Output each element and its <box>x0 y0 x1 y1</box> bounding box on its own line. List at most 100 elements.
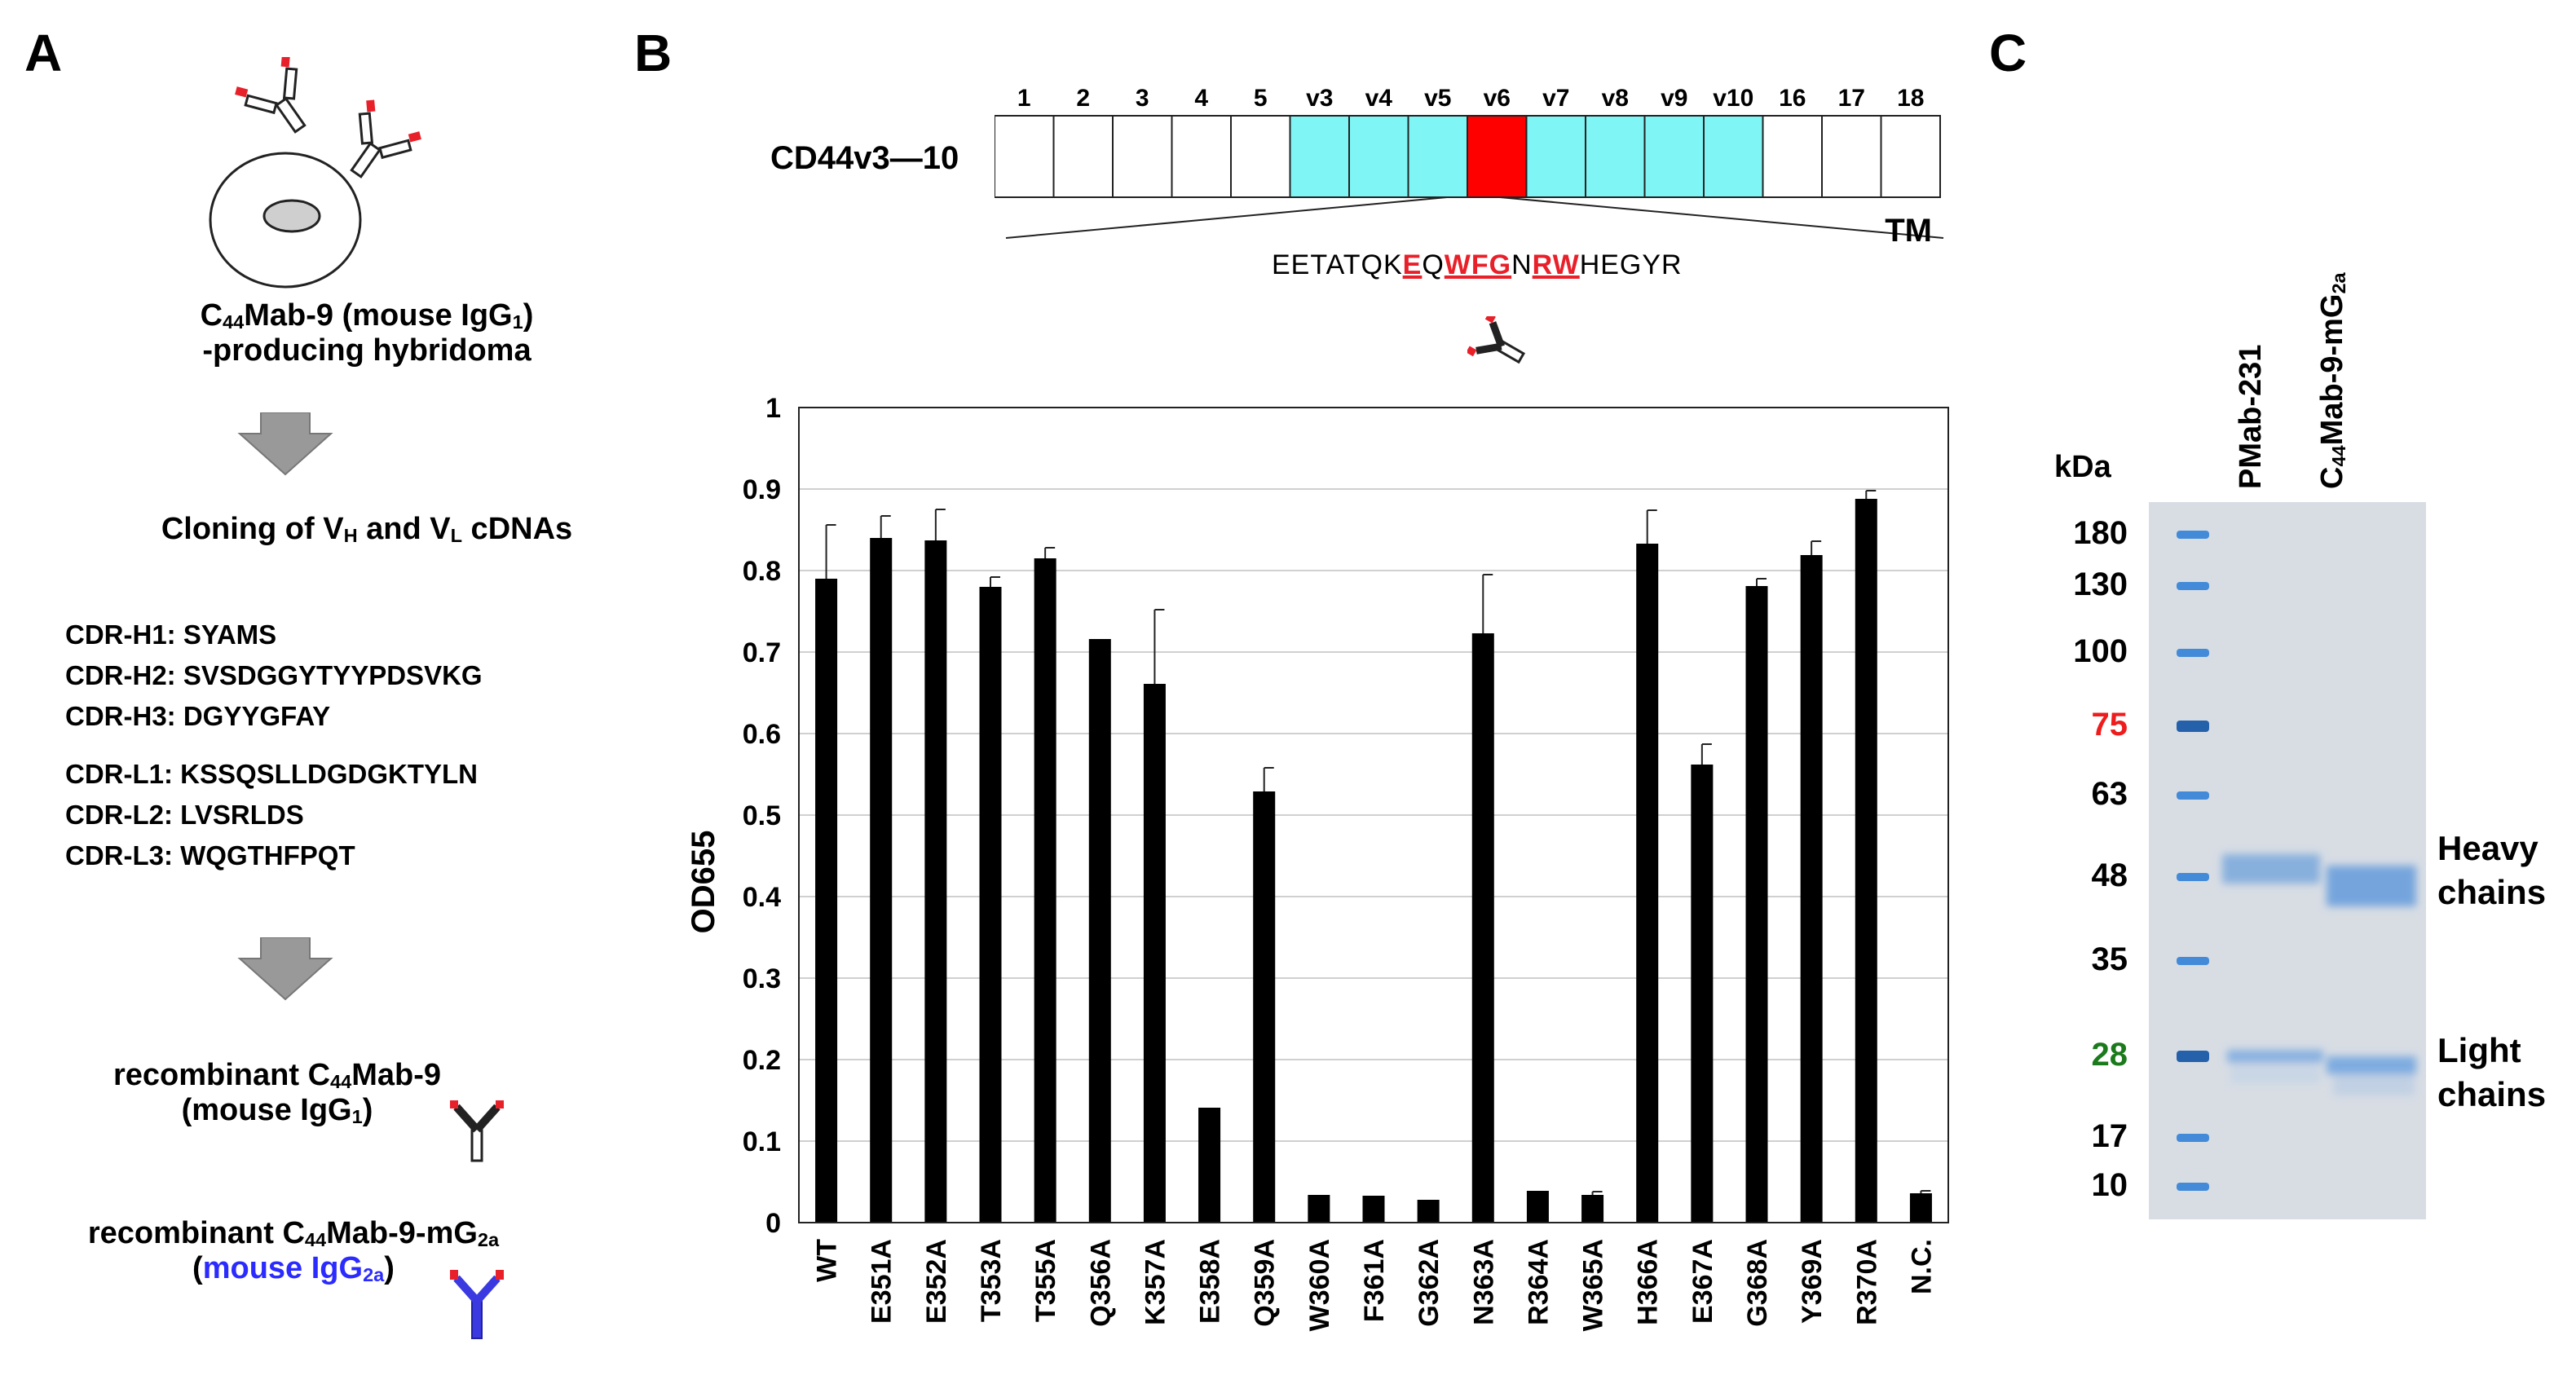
bar-WT <box>815 579 838 1223</box>
x-tick-label: Q359A <box>1250 1239 1281 1327</box>
exon-4-label: 4 <box>1194 85 1208 112</box>
down-arrow-icon <box>237 937 333 1001</box>
antibody-icon <box>350 99 421 179</box>
y-tick-label: 0 <box>765 1208 781 1239</box>
bar-E351A <box>870 538 893 1223</box>
x-tick-label: R370A <box>1851 1239 1882 1325</box>
lane-label-pmab231: PMab-231 <box>2234 344 2268 489</box>
cdr-h3: CDR-H3: DGYYGFAY <box>65 701 331 731</box>
cdr-l1: CDR-L1: KSSQSLLDGDGKTYLN <box>65 759 478 789</box>
exon-2-label: 2 <box>1076 85 1090 112</box>
ladder-band-130 <box>2177 582 2209 590</box>
sds-page-gel <box>2149 502 2426 1219</box>
y-tick-label: 0.3 <box>743 963 781 994</box>
construct-label: CD44v3—10 <box>770 140 959 176</box>
exon-v10-box <box>1703 115 1764 198</box>
bar-G368A <box>1745 586 1768 1223</box>
exon-v8-label: v8 <box>1602 85 1629 112</box>
x-tick-label: R364A <box>1523 1239 1554 1325</box>
down-arrow-icon <box>237 412 333 476</box>
exon-v9-box <box>1643 115 1705 198</box>
panel-b-letter: B <box>634 24 673 82</box>
bar-Y369A <box>1800 555 1823 1223</box>
x-tick-label: E351A <box>867 1239 898 1324</box>
exon-v8-box <box>1585 115 1646 198</box>
ladder-band-63 <box>2177 791 2209 800</box>
antibody-icon <box>1467 316 1526 364</box>
x-tick-label: N.C. <box>1906 1239 1937 1294</box>
c44mab9-mg2a-lane <box>2327 866 2416 1095</box>
exon-17-box <box>1821 115 1882 198</box>
antibody-igg1-icon <box>450 1100 504 1162</box>
y-tick-label: 0.9 <box>743 474 781 505</box>
bar-W365A <box>1581 1195 1604 1223</box>
ladder-band-75 <box>2177 721 2209 732</box>
light-chains-label: Light chains <box>2437 1031 2547 1113</box>
exon-v3-box <box>1289 115 1350 198</box>
exon-v3-label: v3 <box>1306 85 1333 112</box>
exon-v4-label: v4 <box>1365 85 1393 112</box>
bar-W360A <box>1308 1195 1330 1223</box>
exon-v7-label: v7 <box>1542 85 1569 112</box>
antibody-icon <box>235 57 307 134</box>
bar-G362A <box>1417 1200 1440 1223</box>
exon-3-label: 3 <box>1136 85 1149 112</box>
exon-17-label: 17 <box>1838 85 1865 112</box>
x-tick-label: K357A <box>1140 1239 1171 1325</box>
marker-label-48: 48 <box>2091 857 2128 893</box>
exon-v7-box <box>1525 115 1586 198</box>
y-tick-label: 0.6 <box>743 719 781 750</box>
cd44-exon-map: 1 2 3 4 5 v3 v4 v5 v6 v7 v8 v9 v10 16 17 18 TM <box>995 85 1944 249</box>
x-tick-label: F361A <box>1359 1239 1390 1322</box>
v6-epitope-sequence: EETATQKEQWFGNRWHEGYR <box>1272 249 1683 280</box>
cdr-l3: CDR-L3: WQGTHFPQT <box>65 840 355 871</box>
exon-v6-box <box>1467 115 1528 198</box>
exon-5-label: 5 <box>1254 85 1268 112</box>
antibody-igg2a-icon <box>450 1270 504 1339</box>
exon-4-box <box>1171 115 1232 198</box>
exon-v5-box <box>1407 115 1468 198</box>
lane-label-c44mab9-mg2a: C44Mab-9-mG2a <box>2315 272 2350 489</box>
x-tick-label: E367A <box>1687 1239 1718 1324</box>
ladder-band-48 <box>2177 873 2209 881</box>
exon-18-label: 18 <box>1897 85 1924 112</box>
bar-F361A <box>1362 1196 1385 1223</box>
recombinant-igg2a-label: recombinant C44Mab-9-mG2a (mouse IgG2a) <box>87 1216 500 1286</box>
marker-label-28: 28 <box>2091 1037 2128 1073</box>
marker-label-130: 130 <box>2073 566 2128 602</box>
hybridoma-illustration <box>209 57 421 289</box>
bar-R370A <box>1855 499 1877 1223</box>
panel-c-letter: C <box>1989 24 2027 82</box>
bar-K357A <box>1143 684 1166 1223</box>
exon-18-box <box>1880 115 1941 198</box>
hybridoma-label: C44Mab-9 (mouse IgG1) -producing hybrido… <box>200 298 534 368</box>
x-tick-label: Y369A <box>1797 1239 1828 1324</box>
v6-callout-left-line <box>1005 196 1448 239</box>
exon-3-box <box>1112 115 1173 198</box>
hybridoma-cell-icon <box>209 152 362 289</box>
marker-label-10: 10 <box>2091 1167 2128 1203</box>
y-tick-label: 0.5 <box>743 800 781 831</box>
x-tick-label: E352A <box>921 1239 952 1324</box>
bar-Q359A <box>1253 791 1276 1223</box>
cdr-light-list: CDR-L1: KSSQSLLDGDGKTYLN CDR-L2: LVSRLDS… <box>65 754 478 876</box>
cdr-l2: CDR-L2: LVSRLDS <box>65 800 304 830</box>
bar-E352A <box>924 540 947 1223</box>
x-tick-label: Q356A <box>1085 1239 1116 1327</box>
x-tick-label: WT <box>812 1239 843 1282</box>
ladder-band-180 <box>2177 531 2209 539</box>
exon-16-box <box>1762 115 1823 198</box>
plot-frame <box>798 407 1949 1223</box>
cdr-h1: CDR-H1: SYAMS <box>65 619 277 650</box>
bar-N.C. <box>1909 1193 1932 1223</box>
marker-label-100: 100 <box>2073 633 2128 669</box>
y-tick-label: 0.7 <box>743 637 781 668</box>
cloning-label: Cloning of VH and VL cDNAs <box>161 512 573 547</box>
cdr-heavy-list: CDR-H1: SYAMS CDR-H2: SVSDGGYTYYPDSVKG C… <box>65 615 483 737</box>
exon-v5-label: v5 <box>1424 85 1451 112</box>
x-tick-label: T355A <box>1030 1239 1061 1322</box>
exon-16-label: 16 <box>1779 85 1806 112</box>
y-axis-label: OD655 <box>686 831 721 934</box>
x-tick-label: E358A <box>1195 1239 1226 1324</box>
exon-5-box <box>1230 115 1291 198</box>
